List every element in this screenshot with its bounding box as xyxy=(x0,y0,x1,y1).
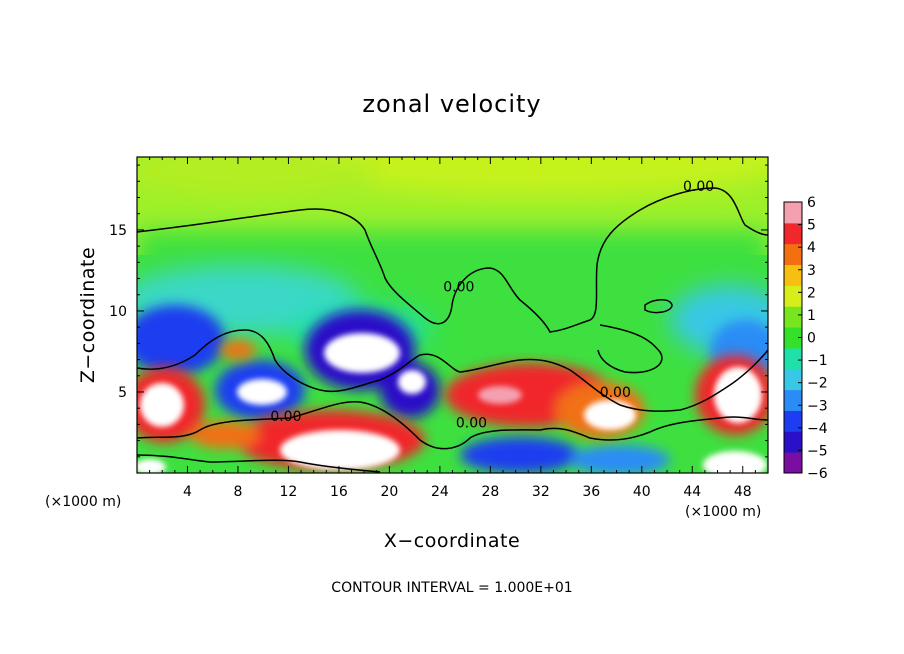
contour-label: 0.00 xyxy=(456,416,487,432)
core-white-center-red xyxy=(478,386,522,404)
core-white-left xyxy=(140,383,184,427)
field-red-lower xyxy=(190,421,260,449)
core-white-bottom xyxy=(280,430,400,470)
x-tick-label: 8 xyxy=(233,484,242,500)
zero-contour-right-loop xyxy=(597,324,663,374)
colorbar-tick-label: 1 xyxy=(807,308,816,324)
colorbar-ticks: 6 5 4 3 2 1 0 −1 −2 −3 −4 −5 −6 xyxy=(798,195,828,482)
colorbar-segment xyxy=(784,306,802,328)
x-tick-label: 4 xyxy=(183,484,192,500)
colorbar-segment xyxy=(784,243,802,266)
velocity-field xyxy=(137,157,768,473)
x-axis-title: X−coordinate xyxy=(384,530,520,552)
colorbar-tick-label: 0 xyxy=(807,331,816,347)
colorbar-segment xyxy=(784,368,802,391)
colorbar-tick-label: −5 xyxy=(807,443,828,459)
core-white-midleft xyxy=(237,379,287,405)
core-white-mid xyxy=(398,370,426,394)
colorbar-tick-label: −1 xyxy=(807,353,828,369)
colorbar-segment xyxy=(784,452,802,474)
core-white-center xyxy=(324,333,400,373)
zero-contour-lower xyxy=(137,401,768,450)
contour-interval-note: CONTOUR INTERVAL = 1.000E+01 xyxy=(331,580,572,596)
colorbar-segment xyxy=(784,285,802,307)
colorbar-segment xyxy=(784,431,802,453)
field-red-small xyxy=(220,340,256,360)
colorbar-segment xyxy=(784,264,802,286)
x-tick-label: 40 xyxy=(633,484,651,500)
zero-contour-small-loop xyxy=(644,299,673,314)
x-tick-label: 20 xyxy=(380,484,398,500)
zero-contour-upper xyxy=(137,187,768,333)
x-tick-label: 16 xyxy=(330,484,348,500)
core-white-far-right xyxy=(714,367,762,423)
chart-title: zonal velocity xyxy=(362,90,541,118)
colorbar-tick-label: −2 xyxy=(807,376,828,392)
colorbar-tick-label: 5 xyxy=(807,218,816,234)
core-white-bottom-right xyxy=(703,451,767,473)
colorbar-tick-label: 6 xyxy=(807,195,816,211)
x-tick-label: 36 xyxy=(582,484,600,500)
x-tick-label: 12 xyxy=(280,484,298,500)
colorbar-tick-label: −4 xyxy=(807,421,828,437)
contour-label: 0.00 xyxy=(683,179,714,195)
y-axis: 5 10 15 xyxy=(109,164,768,458)
contour-label: 0.00 xyxy=(600,385,631,401)
field-yellowgreen-top xyxy=(280,157,768,195)
x-unit-left: (×1000 m) xyxy=(45,494,121,510)
colorbar xyxy=(783,201,803,474)
field-yellowgreen-left xyxy=(137,157,380,195)
x-tick-label: 32 xyxy=(532,484,550,500)
zero-contour-bottom xyxy=(137,454,381,473)
x-tick-label: 28 xyxy=(481,484,499,500)
colorbar-segment xyxy=(784,389,802,411)
colorbar-segment xyxy=(784,347,802,370)
zero-contour-left-mid xyxy=(137,329,768,412)
colorbar-tick-label: 3 xyxy=(807,263,816,279)
colorbar-segment xyxy=(784,327,802,349)
colorbar-segment xyxy=(784,222,802,245)
contour-label: 0.00 xyxy=(270,409,301,425)
x-tick-label: 24 xyxy=(431,484,449,500)
colorbar-tick-label: −3 xyxy=(807,398,828,414)
x-tick-label: 48 xyxy=(734,484,752,500)
colorbar-segment xyxy=(784,202,802,224)
colorbar-tick-label: −6 xyxy=(807,466,828,482)
colorbar-tick-label: 4 xyxy=(807,240,816,256)
field-blue-left xyxy=(137,305,225,375)
field-blue-bottom-right xyxy=(570,445,670,473)
core-white-bottom-left xyxy=(137,459,166,473)
colorbar-segment xyxy=(784,410,802,432)
y-axis-title: Z−coordinate xyxy=(77,247,99,383)
y-tick-label: 5 xyxy=(118,385,127,401)
contour-label: 0.00 xyxy=(443,280,474,296)
x-unit-right: (×1000 m) xyxy=(685,504,761,520)
y-tick-label: 10 xyxy=(109,304,127,320)
x-tick-label: 44 xyxy=(683,484,701,500)
x-axis: 4 8 12 16 20 24 28 32 36 40 44 48 xyxy=(149,157,756,500)
contour-labels: 0.00 0.00 0.00 0.00 0.00 xyxy=(270,179,714,432)
core-white-right xyxy=(584,400,636,430)
field-blue-bottom xyxy=(460,437,580,473)
y-tick-label: 15 xyxy=(109,223,127,239)
colorbar-tick-label: 2 xyxy=(807,285,816,301)
